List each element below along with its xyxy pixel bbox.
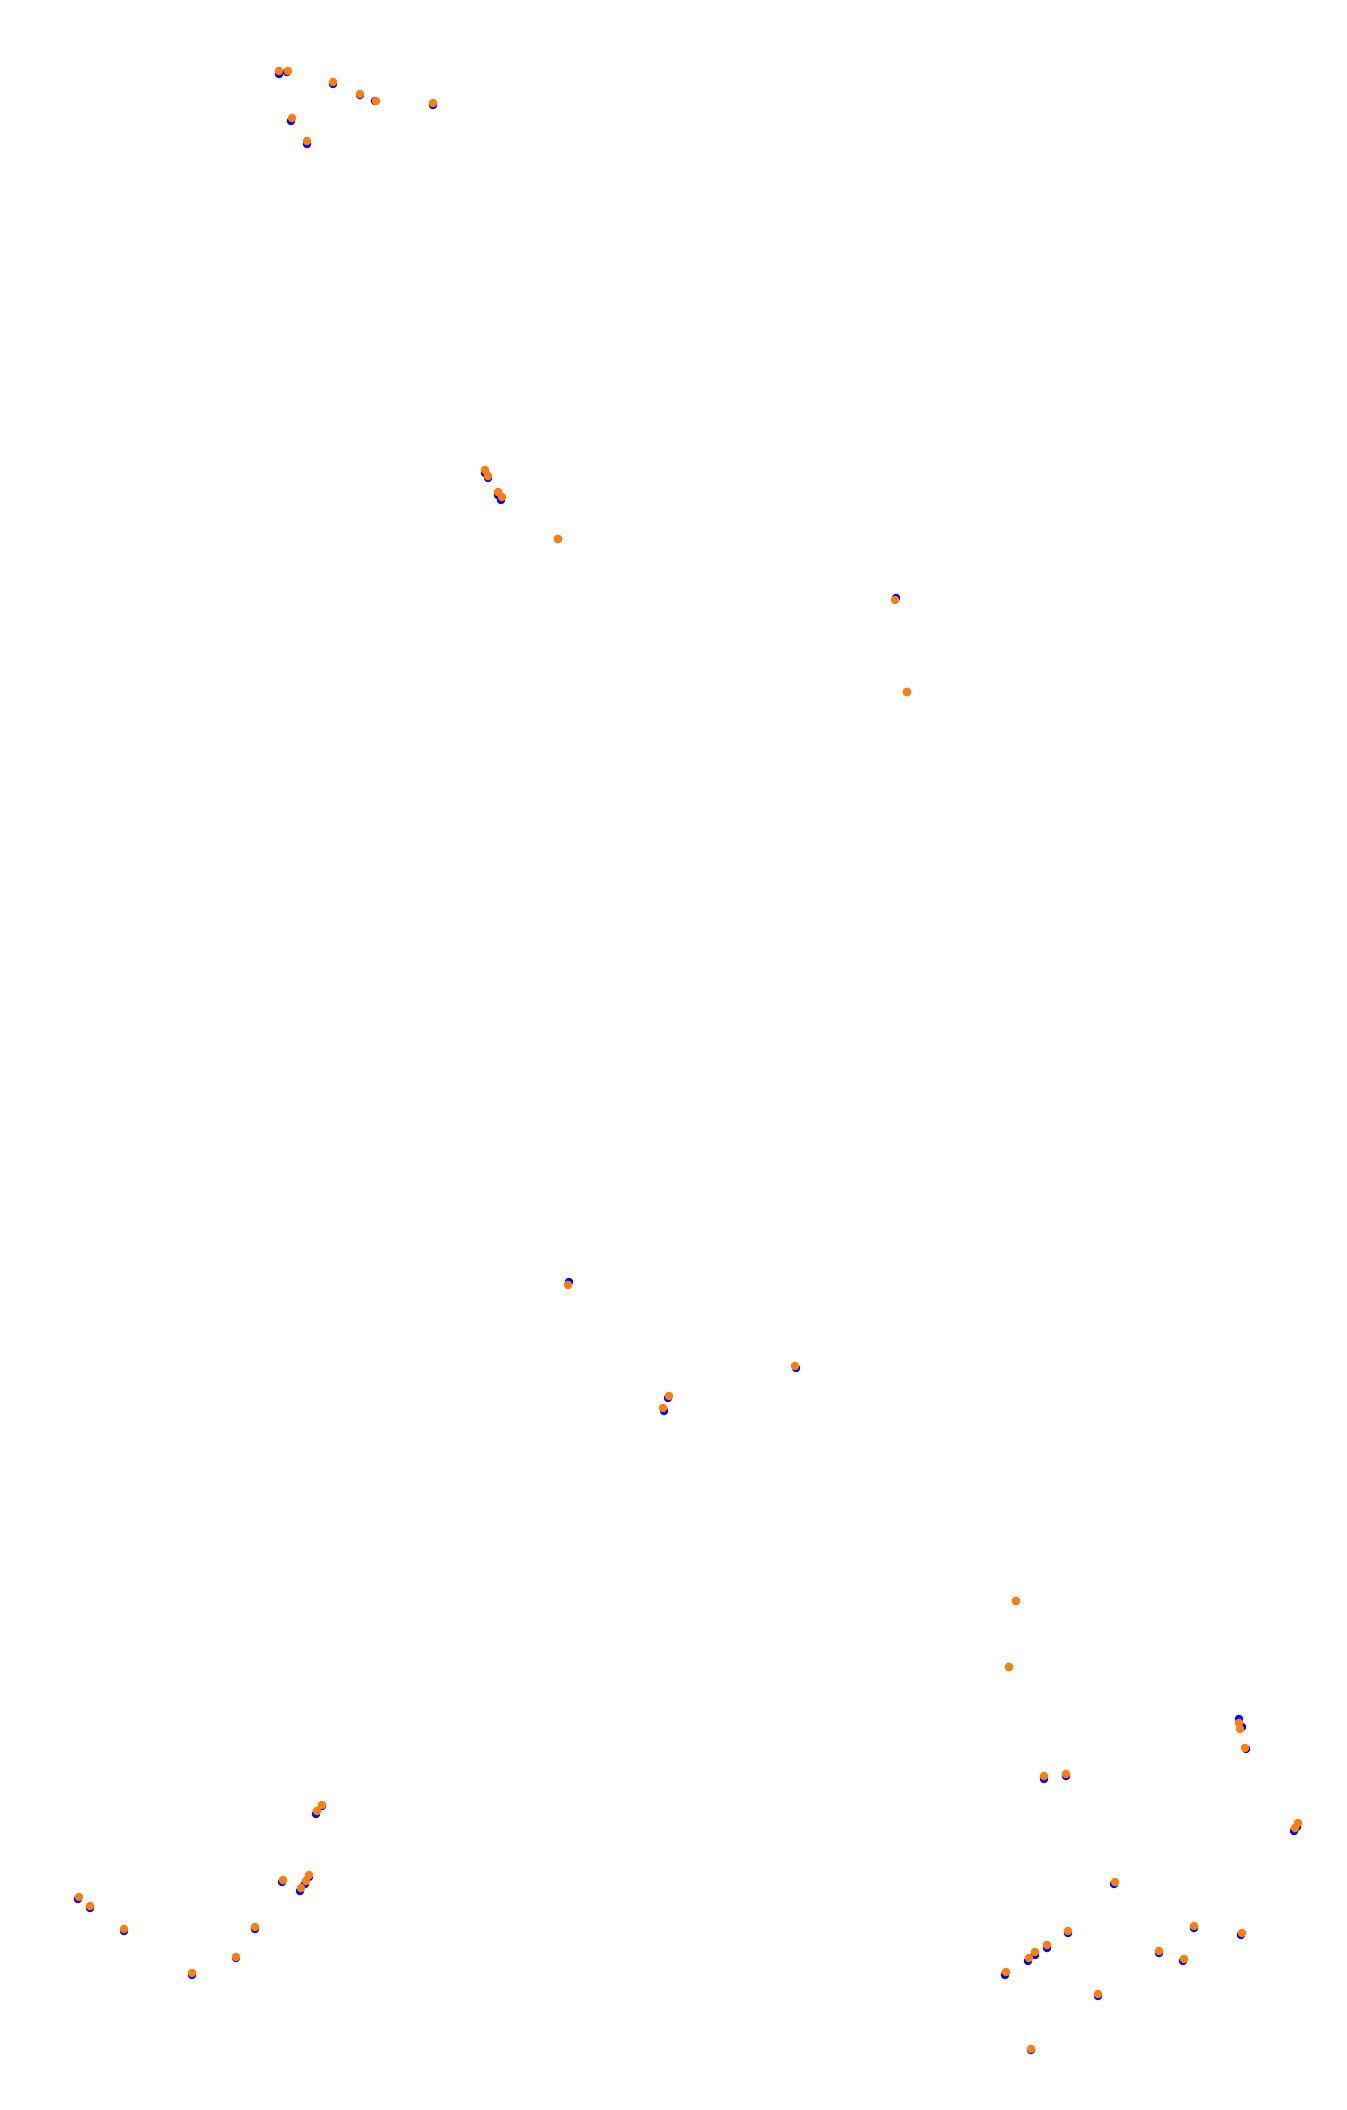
series-1-point-37	[296, 1883, 306, 1893]
series-1-point-49	[1179, 1954, 1189, 1964]
series-1-point-9	[483, 471, 493, 481]
series-1-point-36	[278, 1875, 288, 1885]
series-1-point-4	[371, 96, 381, 106]
series-1-point-18	[790, 1361, 800, 1371]
series-1-point-30	[74, 1892, 84, 1902]
series-1-point-48	[1154, 1946, 1164, 1956]
series-1-point-35	[250, 1922, 260, 1932]
series-1-point-25	[1061, 1769, 1071, 1779]
series-1-point-33	[187, 1968, 197, 1978]
series-1-point-13	[890, 595, 900, 605]
series-1-point-47	[1026, 2044, 1036, 2054]
series-1-point-19	[1011, 1596, 1021, 1606]
series-1-point-34	[231, 1952, 241, 1962]
series-1-point-27	[1290, 1823, 1300, 1833]
series-1-point-17	[658, 1403, 668, 1413]
series-0	[73, 67, 1302, 2055]
series-1-point-51	[1237, 1928, 1247, 1938]
series-1-point-11	[497, 492, 507, 502]
series-1-point-44	[1042, 1940, 1052, 1950]
series-layer	[73, 66, 1303, 2055]
series-1-point-2	[328, 77, 338, 87]
series-1-point-0	[274, 66, 284, 76]
series-1-point-12	[553, 534, 563, 544]
series-1-point-46	[1093, 1989, 1103, 1999]
series-1	[74, 66, 1303, 2054]
series-1-point-15	[563, 1280, 573, 1290]
series-1-point-1	[283, 66, 293, 76]
series-1-point-40	[1110, 1877, 1120, 1887]
series-1-point-28	[312, 1806, 322, 1816]
series-1-point-45	[1063, 1926, 1073, 1936]
series-1-point-41	[1001, 1967, 1011, 1977]
series-1-point-23	[1240, 1743, 1250, 1753]
series-1-point-24	[1039, 1771, 1049, 1781]
series-1-point-22	[1235, 1724, 1245, 1734]
series-1-point-5	[428, 98, 438, 108]
series-1-point-42	[1024, 1953, 1034, 1963]
series-1-point-50	[1189, 1921, 1199, 1931]
series-1-point-7	[302, 136, 312, 146]
series-1-point-3	[355, 89, 365, 99]
series-1-point-29	[317, 1800, 327, 1810]
series-1-point-6	[287, 113, 297, 123]
series-1-point-16	[664, 1391, 674, 1401]
series-1-point-43	[1030, 1947, 1040, 1957]
series-1-point-31	[85, 1901, 95, 1911]
series-1-point-20	[1004, 1662, 1014, 1672]
series-1-point-39	[304, 1870, 314, 1880]
series-1-point-32	[119, 1924, 129, 1934]
series-1-point-14	[902, 687, 912, 697]
